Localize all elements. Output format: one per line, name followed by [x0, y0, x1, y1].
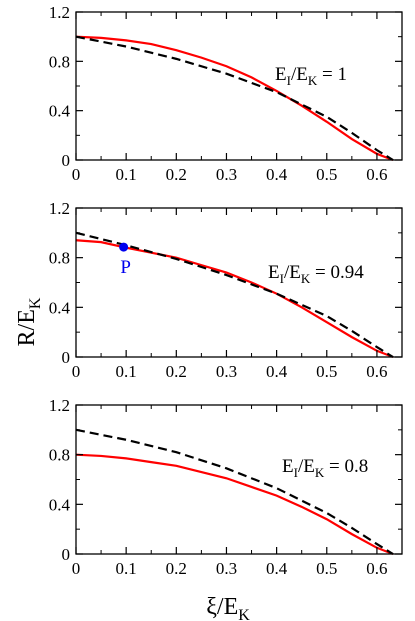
annotation-part: = 0.8 — [324, 456, 368, 477]
annotation-part: K — [308, 73, 318, 88]
y-tick-label: 0 — [62, 545, 71, 564]
x-tick-label: 0 — [72, 362, 81, 381]
dashed-curve-panel-2 — [75, 231, 394, 358]
x-tick-label: 0.2 — [166, 165, 187, 184]
x-tick-label: 0 — [72, 165, 81, 184]
x-tick-label: 0.3 — [216, 559, 237, 578]
x-tick-label: 0.1 — [116, 362, 137, 381]
chart-panels: 0 0.1 0.2 0.3 0.4 0.5 0.600.40.81.2EI/EK = 10 0… — [49, 3, 403, 578]
y-tick-label: 0 — [62, 348, 71, 367]
y-axis-title-main: R/E — [14, 309, 40, 346]
annotation-part: E — [268, 262, 280, 283]
annotation-part: E — [275, 64, 287, 85]
x-tick-label: 0.2 — [166, 559, 187, 578]
x-axis-title: ξ/EK — [206, 594, 250, 621]
dashed-curve-panel-1 — [75, 35, 394, 161]
solid-curve-panel-3 — [75, 453, 394, 556]
annotation-part: I — [294, 465, 298, 480]
x-axis-title-main: ξ/E — [206, 594, 238, 620]
chart-panel-1: 0 0.1 0.2 0.3 0.4 0.5 0.6 0 0.4 0.8 1.2 EI/EK = 1 — [49, 3, 403, 184]
plot-frame — [75, 11, 403, 161]
annotation-part: I — [280, 271, 284, 286]
x-tick-label: 0.2 — [166, 362, 187, 381]
x-tick-label: 0.3 — [216, 165, 237, 184]
annotation-part: K — [301, 271, 311, 286]
x-tick-label: 0.4 — [266, 362, 288, 381]
x-axis-title-sub: K — [238, 607, 250, 621]
x-tick-label: 0 — [72, 559, 81, 578]
plot-frame — [75, 404, 403, 555]
y-tick-label: 1.2 — [49, 396, 70, 415]
y-axis-title-sub: K — [27, 297, 44, 309]
x-tick-label: 0.1 — [116, 165, 137, 184]
x-tick-label: 0.5 — [316, 362, 337, 381]
annotation-part: K — [315, 465, 325, 480]
annotation-part: = 0.94 — [310, 262, 364, 283]
y-tick-label: 0 — [62, 151, 71, 170]
y-axis-title: R/EK — [14, 297, 44, 346]
dashed-curve-panel-3 — [75, 428, 394, 555]
y-tick-label: 0.8 — [49, 446, 70, 465]
y-tick-label: 0.4 — [49, 298, 71, 317]
panel-annotation: EI/EK = 0.94 — [268, 262, 364, 286]
solid-curve-panel-2 — [75, 239, 394, 359]
x-tick-label: 0.3 — [216, 362, 237, 381]
x-tick-label: 0.1 — [116, 559, 137, 578]
annotation-part: /E — [291, 64, 308, 85]
point-p-marker — [119, 242, 129, 252]
annotation-part: I — [287, 73, 291, 88]
x-tick-label: 0.6 — [366, 165, 387, 184]
x-tick-label: 0.4 — [266, 559, 288, 578]
annotation-part: = 1 — [317, 64, 347, 85]
panel-annotation: EI/EK = 1 — [275, 64, 347, 88]
y-tick-label: 0.8 — [49, 249, 70, 268]
y-tick-label: 1.2 — [49, 3, 70, 22]
x-tick-label: 0.5 — [316, 559, 337, 578]
y-tick-label: 1.2 — [49, 199, 70, 218]
x-tick-label: 0.6 — [366, 362, 387, 381]
annotation-part: /E — [284, 262, 301, 283]
point-p-label: P — [120, 257, 131, 278]
x-tick-label: 0.4 — [266, 165, 288, 184]
chart-panel-2: 0 0.1 0.2 0.3 0.4 0.5 0.6 0 0.4 0.8 1.2 EI/EK = 0.9… — [49, 199, 403, 381]
y-tick-label: 0.4 — [49, 102, 71, 121]
x-tick-label: 0.5 — [316, 165, 337, 184]
chart-panel-3: 0 0.1 0.2 0.3 0.4 0.5 0.6 0 0.4 0.8 1.2 EI/EK = 0.8 — [49, 396, 403, 578]
annotation-part: /E — [298, 456, 315, 477]
y-tick-label: 0.4 — [49, 495, 71, 514]
x-tick-label: 0.6 — [366, 559, 387, 578]
panel-annotation: EI/EK = 0.8 — [282, 456, 368, 480]
solid-curve-panel-1 — [75, 35, 394, 162]
y-tick-label: 0.8 — [49, 52, 70, 71]
annotation-part: E — [282, 456, 294, 477]
